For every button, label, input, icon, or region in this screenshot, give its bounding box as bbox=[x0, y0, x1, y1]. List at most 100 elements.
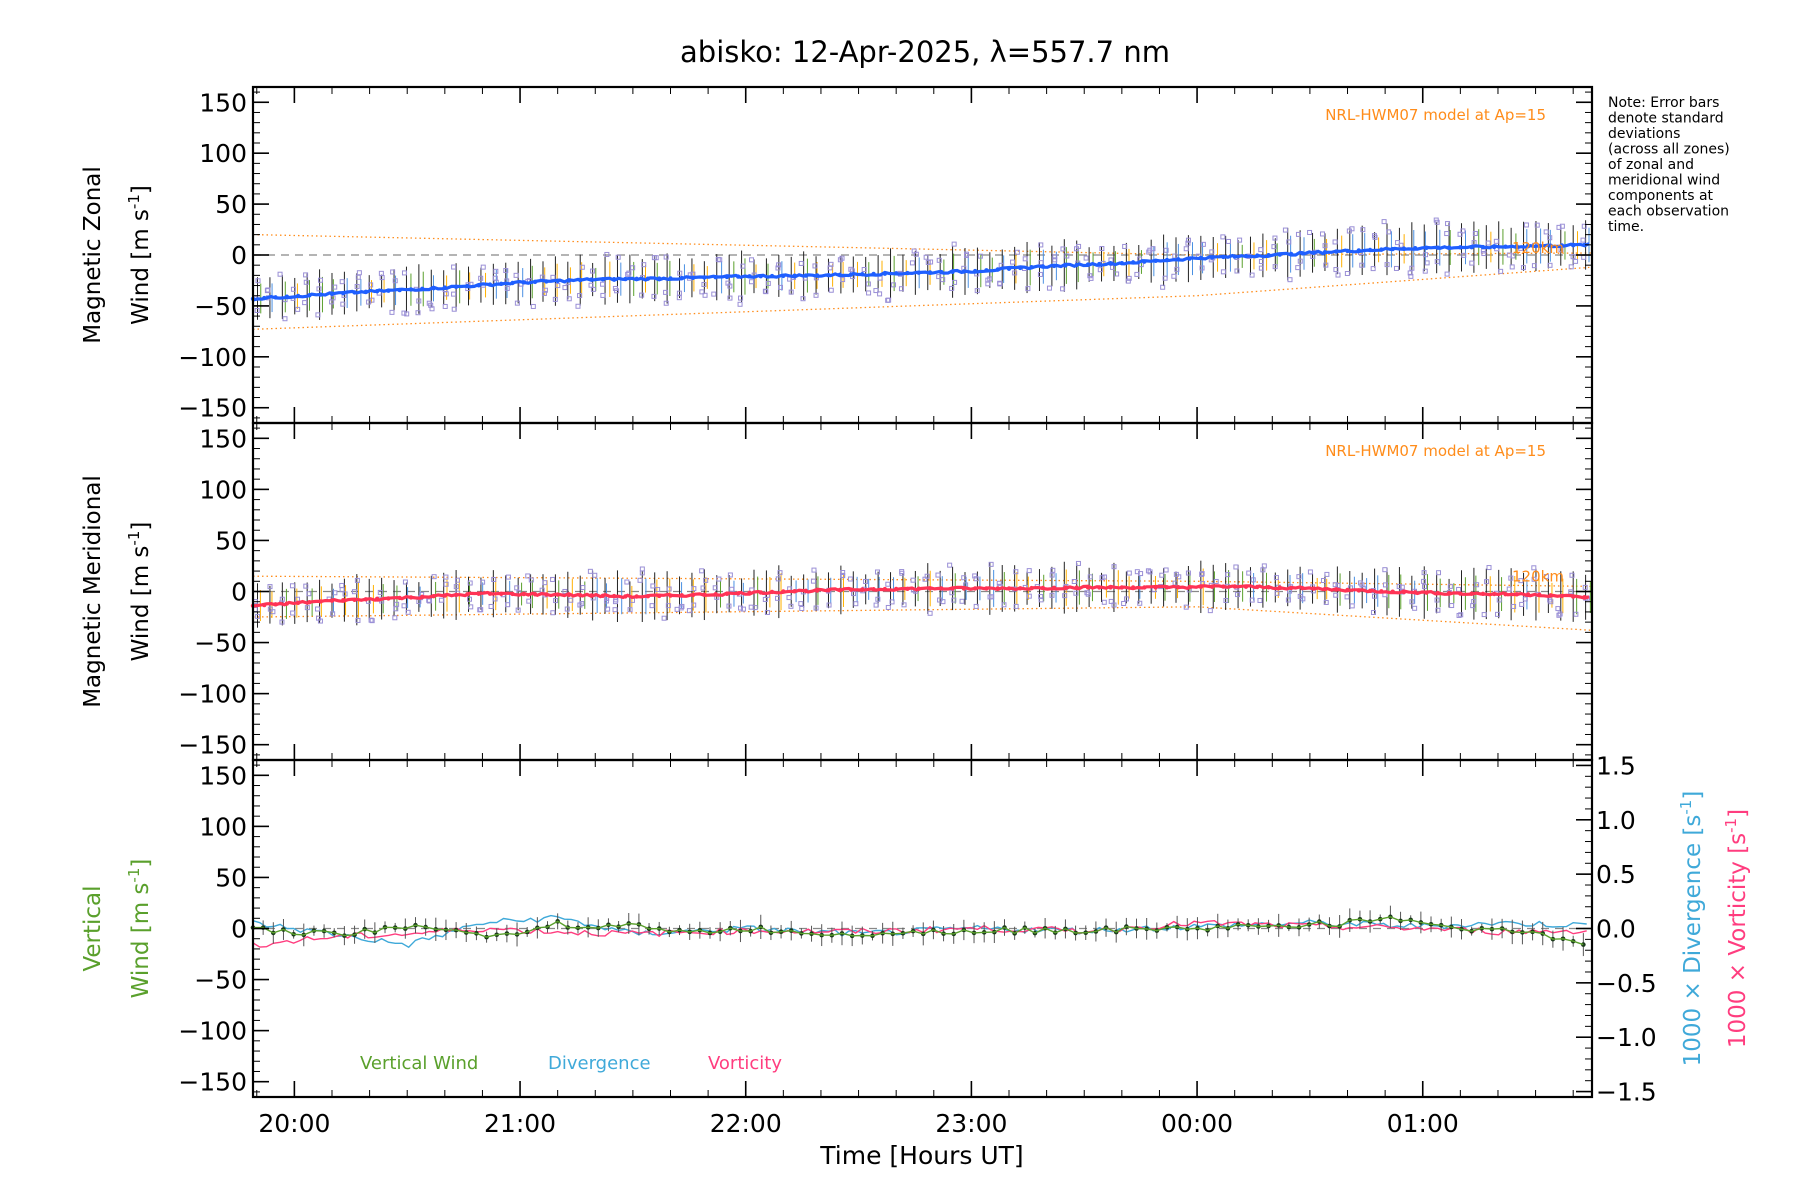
zone-marker bbox=[1220, 269, 1226, 275]
zone-marker bbox=[480, 264, 486, 270]
zone-marker bbox=[676, 290, 682, 296]
zone-marker bbox=[304, 605, 310, 611]
zone-marker bbox=[1322, 243, 1328, 249]
zone-marker bbox=[1296, 574, 1302, 580]
zone-marker bbox=[1434, 597, 1440, 603]
series-point bbox=[814, 588, 820, 593]
zone-marker bbox=[775, 595, 781, 601]
zone-marker bbox=[987, 276, 993, 282]
zone-marker bbox=[665, 603, 671, 609]
zone-marker bbox=[1250, 577, 1256, 583]
series-point bbox=[1164, 585, 1170, 590]
series-point bbox=[341, 598, 346, 603]
series-point bbox=[262, 602, 267, 608]
zone-marker bbox=[1569, 572, 1575, 578]
series-point bbox=[1006, 266, 1012, 271]
zone-marker bbox=[1273, 575, 1279, 581]
x-axis-label: Time [Hours UT] bbox=[819, 1141, 1023, 1170]
series-point bbox=[1176, 257, 1181, 262]
zone-marker bbox=[1088, 275, 1094, 281]
series-point bbox=[1503, 591, 1508, 597]
zone-marker bbox=[1233, 564, 1239, 570]
zone-marker bbox=[431, 574, 437, 580]
zone-marker bbox=[404, 311, 410, 317]
zone-marker bbox=[1547, 262, 1553, 268]
zone-marker bbox=[1409, 265, 1415, 271]
zone-marker bbox=[1335, 583, 1341, 589]
zone-marker bbox=[1138, 571, 1144, 577]
zone-marker bbox=[1111, 564, 1117, 570]
x-tick-label: 20:00 bbox=[258, 1109, 330, 1138]
zone-marker bbox=[885, 297, 891, 303]
series-point bbox=[927, 270, 933, 275]
zone-marker bbox=[401, 603, 407, 609]
zone-marker bbox=[776, 262, 782, 268]
zone-marker bbox=[1332, 239, 1338, 245]
zone-marker bbox=[703, 577, 709, 583]
zone-marker bbox=[1257, 597, 1263, 603]
zone-marker bbox=[1285, 597, 1291, 603]
zone-marker bbox=[354, 577, 360, 583]
series-point bbox=[792, 588, 797, 594]
zone-marker bbox=[1163, 247, 1169, 253]
series-point bbox=[1570, 594, 1576, 599]
series-point bbox=[668, 276, 673, 281]
zone-marker bbox=[641, 262, 647, 268]
series-point bbox=[1413, 590, 1418, 595]
series-point bbox=[487, 282, 493, 287]
zone-marker bbox=[1121, 600, 1127, 606]
series-point bbox=[1322, 586, 1328, 592]
zone-marker bbox=[1409, 599, 1415, 605]
zone-marker bbox=[290, 286, 296, 292]
zone-marker bbox=[1014, 249, 1020, 255]
y-tick-label: −150 bbox=[178, 731, 247, 760]
zone-marker bbox=[798, 260, 804, 266]
series-point bbox=[1040, 264, 1046, 269]
series-point bbox=[363, 597, 369, 602]
zone-marker bbox=[702, 292, 708, 298]
series-point bbox=[1537, 592, 1542, 597]
zone-marker bbox=[748, 604, 754, 610]
zone-marker bbox=[1271, 244, 1277, 250]
series-point bbox=[1390, 246, 1395, 252]
note-line: Note: Error bars bbox=[1608, 95, 1719, 111]
y-tick-label: −50 bbox=[194, 966, 247, 995]
zone-marker bbox=[302, 300, 308, 306]
series-point bbox=[465, 283, 470, 289]
zone-marker bbox=[977, 253, 983, 259]
zone-marker bbox=[491, 576, 497, 582]
series-point bbox=[611, 276, 617, 282]
zone-marker bbox=[963, 251, 969, 257]
zone-marker bbox=[592, 572, 598, 578]
series-point bbox=[657, 276, 662, 281]
zone-marker bbox=[923, 254, 929, 260]
zone-marker bbox=[590, 286, 596, 292]
zone-marker bbox=[873, 602, 879, 608]
panel-meridional: NRL-HWM07 model at Ap=15 120km 150 100 50 0 −5… bbox=[80, 421, 1594, 762]
zone-marker bbox=[555, 283, 561, 289]
note-line: components at bbox=[1608, 188, 1714, 204]
zone-marker bbox=[451, 264, 457, 270]
zone-marker bbox=[763, 289, 769, 295]
zone-marker bbox=[989, 594, 995, 600]
zone-marker bbox=[267, 606, 273, 612]
zone-marker bbox=[392, 615, 398, 621]
series-point bbox=[442, 285, 448, 290]
series-point bbox=[1503, 244, 1508, 249]
series-point bbox=[826, 588, 831, 593]
y-axis-label-bottom: Wind [m s-1] bbox=[125, 859, 154, 999]
zone-marker bbox=[600, 281, 606, 287]
series-point bbox=[1074, 585, 1079, 590]
series-point bbox=[476, 283, 481, 288]
zone-marker bbox=[889, 599, 895, 605]
zone-marker bbox=[468, 604, 474, 610]
series-point bbox=[1051, 585, 1057, 591]
zone-marker bbox=[1038, 597, 1044, 603]
zone-marker bbox=[1126, 570, 1132, 576]
zone-marker bbox=[315, 606, 321, 612]
zone-marker bbox=[715, 256, 721, 262]
zone-marker bbox=[973, 603, 979, 609]
zone-marker bbox=[1207, 608, 1213, 614]
zone-marker bbox=[552, 296, 558, 302]
zone-marker bbox=[332, 284, 338, 290]
